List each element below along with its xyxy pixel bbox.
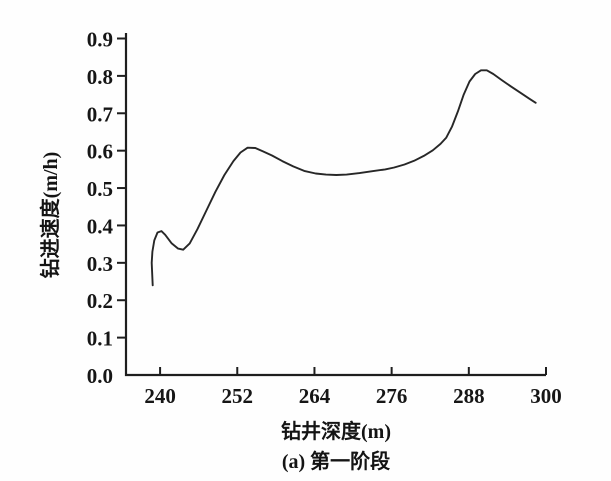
x-tick-label: 252: [222, 384, 254, 408]
y-tick-label: 0.7: [87, 102, 113, 126]
y-tick-label: 0.8: [87, 65, 113, 89]
y-tick-label: 0.0: [87, 364, 113, 388]
data-series-line: [150, 69, 537, 287]
y-tick-label: 0.5: [87, 177, 113, 201]
y-tick-label: 0.1: [87, 327, 113, 351]
y-tick-label: 0.9: [87, 28, 113, 52]
x-axis-title: 钻井深度(m): [281, 421, 391, 443]
x-tick-label: 240: [144, 384, 176, 408]
x-tick-label: 288: [453, 384, 485, 408]
subfigure-caption: (a) 第一阶段: [281, 451, 391, 473]
y-tick-label: 0.6: [87, 140, 113, 164]
y-tick-label: 0.3: [87, 252, 113, 276]
y-tick-label: 0.4: [87, 214, 114, 238]
y-axis-title: 钻进速度(m/h): [40, 151, 62, 279]
axis-spines: [124, 33, 546, 377]
y-tick-label: 0.2: [87, 289, 113, 313]
x-tick-label: 264: [299, 384, 331, 408]
x-tick-label: 276: [376, 384, 408, 408]
x-tick-label: 300: [530, 384, 562, 408]
